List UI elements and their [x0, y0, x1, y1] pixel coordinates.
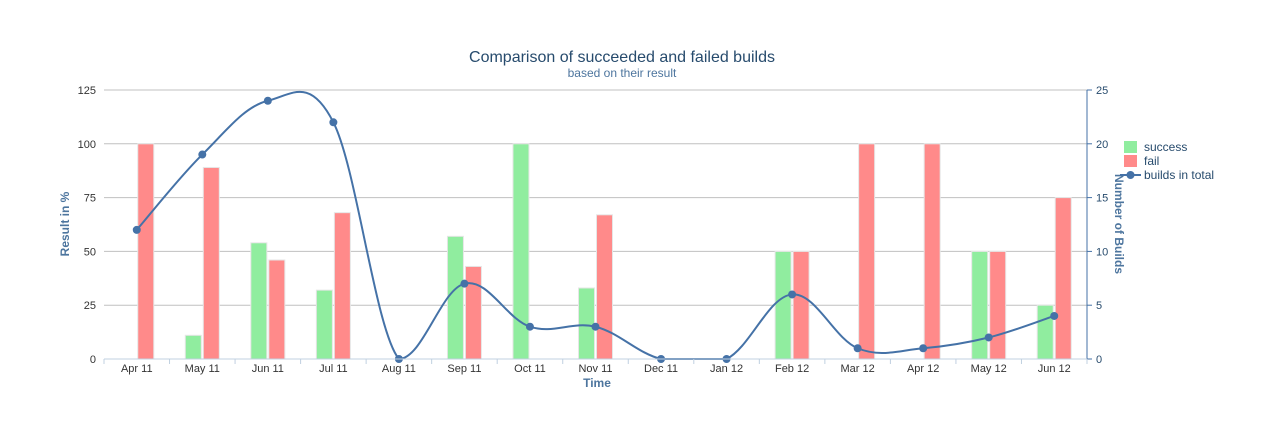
y2-axis-title: Number of Builds [1112, 174, 1126, 274]
bar-success-1[interactable] [184, 334, 202, 360]
x-tick-label: Dec 11 [644, 363, 678, 375]
y-tick-label: 50 [84, 246, 96, 258]
builds-point-13[interactable] [984, 333, 993, 342]
builds-point-2[interactable] [263, 96, 272, 105]
y2-tick-label: 10 [1096, 246, 1108, 258]
builds-point-3[interactable] [329, 118, 338, 127]
bar-fail-12[interactable] [923, 143, 941, 360]
builds-line [132, 90, 1059, 363]
x-axis-title: Time [583, 376, 611, 390]
builds-point-12[interactable] [919, 344, 928, 353]
builds-point-0[interactable] [132, 225, 141, 234]
legend-item-label[interactable]: fail [1144, 154, 1159, 168]
x-tick-label: May 11 [185, 363, 220, 375]
builds-point-6[interactable] [525, 322, 534, 331]
y2-tick-label: 15 [1096, 193, 1108, 205]
y-tick-label: 100 [78, 139, 96, 151]
bar-fail-0[interactable] [137, 143, 155, 360]
bar-fail-13[interactable] [989, 250, 1007, 360]
y2-tick-label: 5 [1096, 300, 1102, 312]
x-tick-label: Sep 11 [447, 363, 481, 375]
y-tick-label: 75 [84, 193, 96, 205]
x-tick-label: Oct 11 [514, 363, 546, 375]
x-tick-label: Aug 11 [382, 363, 416, 375]
bar-fail-7[interactable] [596, 214, 613, 360]
builds-point-7[interactable] [591, 322, 600, 331]
y2-tick-label: 0 [1096, 354, 1102, 366]
bar-fail-11[interactable] [858, 143, 876, 360]
x-tick-label: Jun 11 [252, 363, 284, 375]
builds-point-5[interactable] [460, 279, 469, 288]
x-tick-label: Jun 12 [1038, 363, 1071, 375]
y-tick-label: 125 [78, 85, 96, 97]
bar-fail-2[interactable] [268, 259, 286, 360]
y2-tick-label: 25 [1096, 85, 1108, 97]
y-axis-title: Result in % [58, 191, 72, 256]
x-tick-label: Apr 12 [907, 363, 939, 375]
x-tick-label: Jan 12 [710, 363, 743, 375]
x-tick-label: Mar 12 [841, 363, 875, 375]
builds-point-14[interactable] [1050, 311, 1059, 320]
bar-fail-1[interactable] [202, 166, 220, 360]
x-tick-label: Jul 11 [319, 363, 348, 375]
y-tick-label: 0 [90, 354, 96, 366]
bar-success-7[interactable] [578, 287, 595, 360]
chart-subtitle: based on their result [568, 66, 677, 80]
builds-point-1[interactable] [198, 150, 207, 159]
bar-fail-10[interactable] [792, 250, 810, 360]
bars [137, 143, 1072, 360]
builds-total-line [136, 90, 1055, 361]
y2-tick-label: 20 [1096, 139, 1108, 151]
legend-item-label[interactable]: success [1144, 140, 1187, 154]
bar-fail-3[interactable] [333, 212, 351, 360]
legend-swatch [1124, 155, 1137, 167]
bar-fail-5[interactable] [464, 265, 482, 360]
bar-success-2[interactable] [250, 242, 268, 360]
x-tick-label: Feb 12 [775, 363, 809, 375]
legend-swatch [1124, 141, 1137, 153]
builds-point-11[interactable] [853, 344, 862, 353]
bar-success-10[interactable] [774, 250, 792, 360]
builds-point-10[interactable] [788, 290, 797, 299]
bar-success-5[interactable] [446, 235, 464, 360]
x-tick-label: Apr 11 [121, 363, 153, 375]
axes: 0 25 50 75 100 125 0 5 10 15 20 25 Apr 11 May 11 Jun 1… [78, 85, 1109, 375]
x-tick-label: Nov 11 [578, 363, 612, 375]
chart-title: Comparison of succeeded and failed build… [469, 49, 775, 66]
bar-fail-14[interactable] [1054, 197, 1072, 360]
legend-marker [1126, 171, 1135, 179]
y-tick-label: 25 [84, 300, 96, 312]
x-tick-label: May 12 [971, 363, 1007, 375]
bar-success-14[interactable] [1036, 304, 1054, 360]
bar-success-3[interactable] [315, 289, 333, 360]
legend-item-label[interactable]: builds in total [1144, 168, 1214, 182]
bar-success-13[interactable] [971, 250, 989, 360]
